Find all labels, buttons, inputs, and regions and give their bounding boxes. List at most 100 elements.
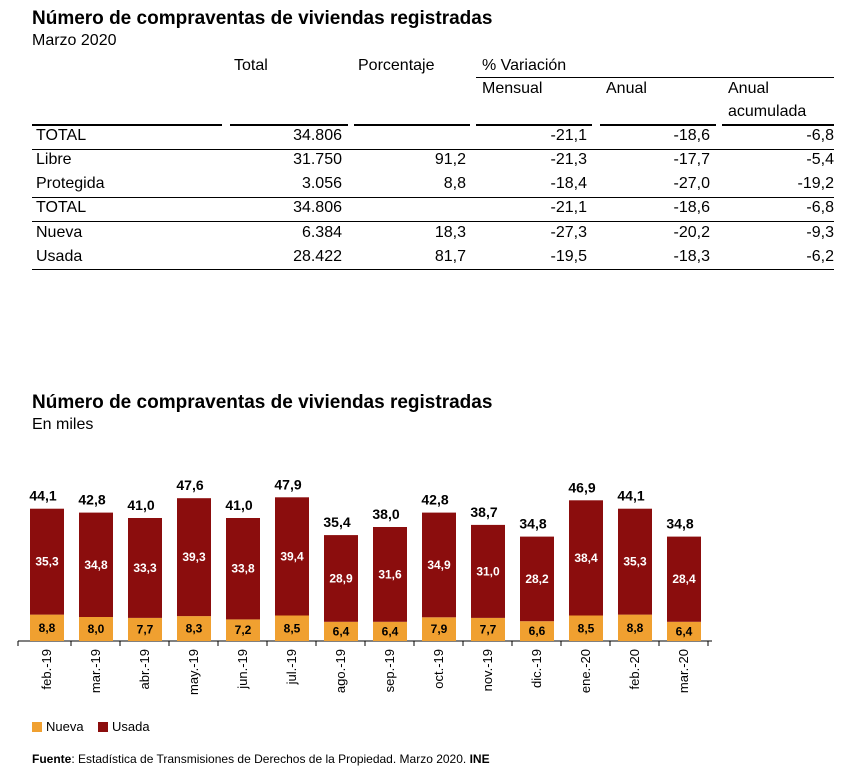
- cell-total: 34.806: [293, 199, 342, 216]
- cell-total: 34.806: [293, 127, 342, 144]
- bar-nueva: [177, 616, 211, 641]
- cell-mensual: -21,1: [550, 127, 587, 144]
- row-label: Usada: [36, 248, 83, 265]
- x-tick-label: feb.-19: [39, 649, 54, 689]
- source-footer: Fuente: Estadística de Transmisiones de …: [32, 752, 490, 766]
- header-anual-acumulada-2: acumulada: [728, 103, 807, 120]
- data-label-nueva: 8,5: [284, 621, 301, 635]
- data-label-nueva: 7,9: [431, 622, 448, 636]
- data-label-nueva: 6,4: [382, 624, 399, 638]
- row-label: Libre: [36, 151, 72, 168]
- cell-total: 31.750: [293, 151, 342, 168]
- bar-usada: [618, 508, 652, 615]
- rule: [32, 269, 834, 270]
- rule: [354, 124, 470, 126]
- data-label-total: 44,1: [29, 488, 56, 504]
- bar-nueva: [275, 615, 309, 641]
- bar-usada: [128, 518, 162, 618]
- rule: [32, 149, 834, 150]
- table-subtitle: Marzo 2020: [32, 32, 117, 49]
- bar-chart: 8,8 35,3 44,1 feb.-19 8,0 34,8 42,8 mar.-19 7,7 3…: [17, 476, 712, 695]
- bar-usada: [324, 535, 358, 622]
- bar-usada: [79, 512, 113, 617]
- source-text: : Estadística de Transmisiones de Derech…: [71, 752, 470, 766]
- data-label-nueva: 8,8: [39, 621, 56, 635]
- bar-usada: [471, 524, 505, 618]
- bar-nueva: [30, 614, 64, 641]
- cell-total: 6.384: [301, 224, 342, 241]
- bar-usada: [30, 508, 64, 615]
- data-label-usada: 35,3: [623, 555, 647, 569]
- cell-anual: -18,6: [673, 127, 710, 144]
- table-row: Libre 31.750 91,2 -21,3 -17,7 -5,4: [0, 151, 860, 175]
- data-label-total: 34,8: [666, 516, 693, 532]
- cell-mensual: -19,5: [550, 248, 587, 265]
- chart-subtitle: En miles: [32, 416, 94, 433]
- data-label-total: 47,9: [274, 476, 301, 492]
- data-label-total: 42,8: [421, 492, 448, 508]
- bar-nueva: [471, 617, 505, 641]
- cell-porcentaje: 18,3: [434, 224, 466, 241]
- data-label-nueva: 6,6: [529, 624, 546, 638]
- rule: [476, 124, 592, 126]
- cell-anual: -17,7: [673, 151, 710, 168]
- bar-usada: [520, 536, 554, 622]
- table-row: TOTAL 34.806 -21,1 -18,6 -6,8: [0, 199, 860, 223]
- x-tick-label: ene.-20: [578, 649, 593, 693]
- cell-anual: -27,0: [673, 175, 710, 192]
- bar-nueva: [667, 621, 701, 641]
- data-label-total: 34,8: [519, 516, 546, 532]
- bar-nueva: [373, 621, 407, 641]
- data-label-total: 38,0: [372, 506, 399, 522]
- cell-acumulada: -6,8: [806, 199, 834, 216]
- bar-nueva: [128, 617, 162, 641]
- row-label: TOTAL: [36, 127, 87, 144]
- cell-mensual: -21,1: [550, 199, 587, 216]
- header-mensual: Mensual: [482, 80, 543, 97]
- legend-swatch-nueva: [32, 721, 42, 732]
- table-row: Protegida 3.056 8,8 -18,4 -27,0 -19,2: [0, 175, 860, 199]
- data-label-usada: 35,3: [35, 555, 59, 569]
- data-label-total: 41,0: [225, 497, 252, 513]
- cell-acumulada: -19,2: [797, 175, 834, 192]
- rule: [32, 197, 834, 198]
- cell-acumulada: -6,8: [806, 127, 834, 144]
- row-label: Nueva: [36, 224, 83, 241]
- data-label-total: 47,6: [176, 477, 203, 493]
- data-label-usada: 34,9: [427, 558, 451, 572]
- legend-item-usada: Usada: [98, 719, 150, 734]
- data-label-usada: 31,0: [476, 564, 500, 578]
- data-label-total: 35,4: [323, 514, 350, 530]
- x-tick-label: feb.-20: [627, 649, 642, 689]
- data-label-total: 38,7: [470, 504, 497, 520]
- row-label: Protegida: [36, 175, 105, 192]
- data-label-nueva: 8,0: [88, 622, 105, 636]
- x-tick-label: ago.-19: [333, 649, 348, 693]
- cell-mensual: -21,3: [550, 151, 587, 168]
- bar-usada: [373, 527, 407, 622]
- table-row: Usada 28.422 81,7 -19,5 -18,3 -6,2: [0, 248, 860, 272]
- data-label-usada: 33,3: [133, 561, 157, 575]
- x-tick-label: may.-19: [186, 649, 201, 695]
- data-label-total: 46,9: [568, 479, 595, 495]
- data-label-usada: 34,8: [84, 558, 108, 572]
- data-label-usada: 38,4: [574, 551, 598, 565]
- data-label-usada: 39,3: [182, 550, 206, 564]
- bar-nueva: [520, 621, 554, 641]
- bar-usada: [275, 497, 309, 616]
- data-label-nueva: 7,2: [235, 623, 252, 637]
- x-tick-label: sep.-19: [382, 649, 397, 692]
- bar-nueva: [79, 617, 113, 641]
- x-tick-label: nov.-19: [480, 649, 495, 691]
- x-tick-label: dic.-19: [529, 649, 544, 688]
- table-row: TOTAL 34.806 -21,1 -18,6 -6,8: [0, 127, 860, 151]
- bar-nueva: [226, 619, 260, 641]
- data-label-usada: 28,9: [329, 571, 353, 585]
- source-ine: INE: [469, 752, 490, 766]
- data-label-nueva: 6,4: [676, 624, 693, 638]
- x-tick-label: jul.-19: [284, 649, 299, 685]
- bar-nueva: [569, 615, 603, 641]
- header-variacion: % Variación: [482, 57, 567, 74]
- header-variacion-rule: [476, 77, 834, 78]
- cell-acumulada: -5,4: [806, 151, 834, 168]
